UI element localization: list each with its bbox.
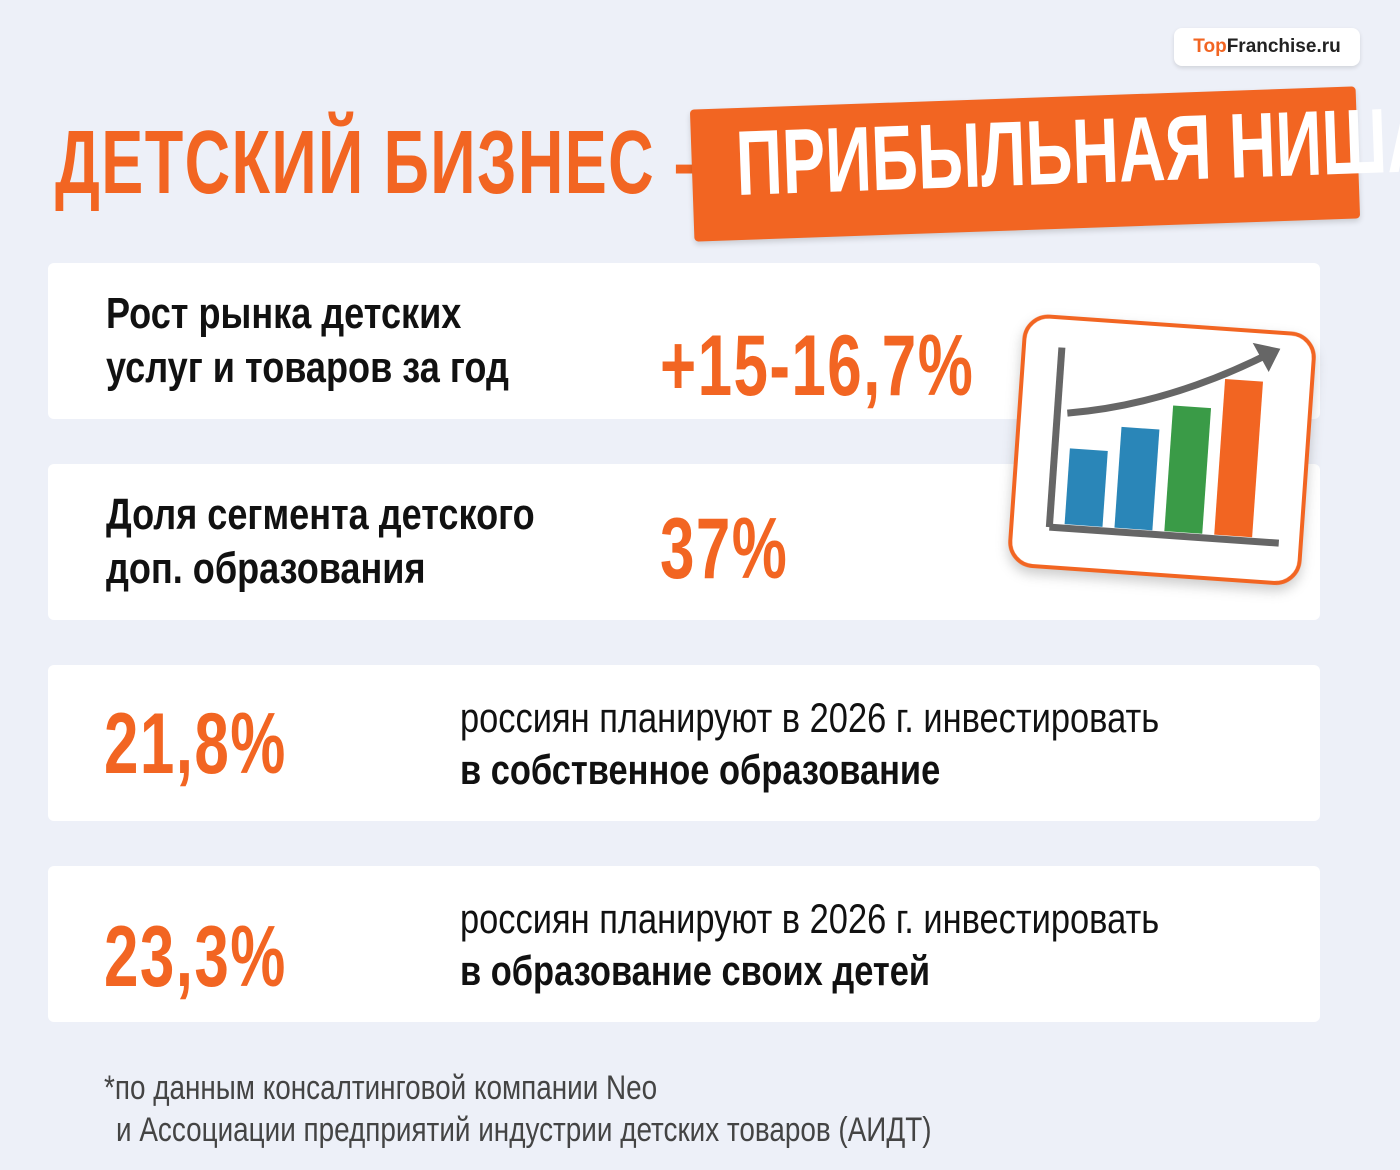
logo: TopFranchise.ru [1174, 28, 1360, 66]
title-lead: ДЕТСКИЙ БИЗНЕС – [55, 113, 711, 213]
card-label: доп. образования [106, 544, 426, 593]
card-text: россиян планируют в 2026 г. инвестироват… [460, 895, 1160, 942]
card-emphasis: в образование своих детей [460, 947, 931, 994]
card-emphasis: в собственное образование [460, 746, 941, 793]
card-value: 37% [660, 501, 789, 597]
footnote: и Ассоциации предприятий индустрии детск… [116, 1111, 932, 1149]
card: 23,3% россиян планируют в 2026 г. инвест… [48, 866, 1320, 1022]
card-value: 23,3% [104, 909, 287, 1005]
card-label: услуг и товаров за год [106, 343, 509, 392]
footnote: *по данным консалтинговой компании Neo [104, 1069, 658, 1107]
card-text: россиян планируют в 2026 г. инвестироват… [460, 694, 1160, 741]
logo-rest: Franchise.ru [1226, 36, 1341, 57]
card: 21,8% россиян планируют в 2026 г. инвест… [48, 665, 1320, 821]
card-label: Рост рынка детских [106, 289, 462, 338]
card: Доля сегмента детского доп. образования … [48, 464, 1320, 620]
card-value: +15-16,7% [660, 318, 975, 414]
card-value: 21,8% [104, 696, 287, 792]
card-label: Доля сегмента детского [106, 490, 535, 539]
logo-accent: Top [1193, 36, 1227, 57]
chart-sticker [1008, 314, 1316, 585]
